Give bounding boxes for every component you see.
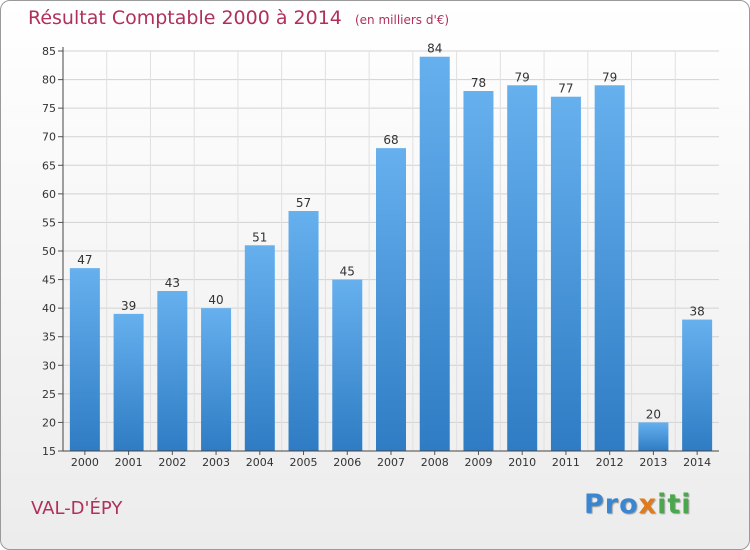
logo-part-1: Pro	[584, 489, 639, 520]
logo-part-3: iti	[657, 489, 692, 520]
y-tick-label: 35	[42, 331, 56, 344]
data-label-2004: 51	[252, 230, 267, 244]
bar-2008	[419, 56, 450, 451]
bar-2009	[463, 91, 494, 451]
bar-2007	[376, 148, 406, 451]
y-tick-label: 80	[42, 74, 56, 87]
x-tick-label-2002: 2002	[158, 456, 186, 469]
y-tick-label: 60	[42, 188, 56, 201]
bar-2012	[594, 85, 625, 452]
x-tick-label-2009: 2009	[464, 456, 492, 469]
y-tick-label: 75	[42, 102, 56, 115]
x-tick-label-2012: 2012	[596, 456, 624, 469]
y-tick-label: 30	[42, 359, 56, 372]
data-label-2007: 68	[383, 133, 398, 147]
data-label-2010: 79	[515, 70, 530, 84]
data-label-2006: 45	[340, 265, 355, 279]
x-tick-label-2011: 2011	[552, 456, 580, 469]
data-label-2013: 20	[646, 407, 661, 421]
bar-2013	[638, 422, 669, 451]
data-label-2009: 78	[471, 76, 486, 90]
logo-part-2: x	[638, 489, 658, 520]
commune-name: VAL-D'ÉPY	[31, 498, 123, 519]
data-label-2003: 40	[208, 293, 223, 307]
data-label-2011: 77	[558, 82, 573, 96]
bar-2014	[682, 319, 713, 451]
bars: 47 39 43 40 51 57 45 68 84 78 79 77 79 20 38	[69, 42, 713, 452]
x-tick-label-2007: 2007	[377, 456, 405, 469]
bar-2011	[550, 96, 581, 451]
x-tick-label-2000: 2000	[71, 456, 99, 469]
y-tick-label: 25	[42, 388, 56, 401]
bar-2001	[113, 313, 144, 451]
x-tick-label-2014: 2014	[683, 456, 711, 469]
data-label-2012: 79	[602, 70, 617, 84]
proxiti-logo: Proxiti	[584, 489, 692, 520]
y-tick-label: 55	[42, 216, 56, 229]
bar-2000	[69, 268, 100, 451]
x-tick-label-2008: 2008	[421, 456, 449, 469]
data-label-2001: 39	[121, 299, 136, 313]
bar-2003	[201, 308, 232, 451]
chart-unit: (en milliers d'€)	[354, 13, 450, 27]
bar-2004	[244, 245, 275, 451]
y-tick-label: 15	[42, 445, 56, 458]
x-tick-label-2010: 2010	[508, 456, 536, 469]
x-tick-label-2005: 2005	[290, 456, 318, 469]
x-tick-label-2003: 2003	[202, 456, 230, 469]
y-tick-label: 65	[42, 159, 56, 172]
x-tick-label-2001: 2001	[115, 456, 143, 469]
y-tick-label: 50	[42, 245, 56, 258]
data-label-2014: 38	[689, 305, 704, 319]
data-label-2005: 57	[296, 196, 311, 210]
x-tick-label-2013: 2013	[639, 456, 667, 469]
y-tick-label: 40	[42, 302, 56, 315]
data-label-2002: 43	[165, 276, 180, 290]
y-tick-label: 70	[42, 131, 56, 144]
axes: 15 20 25 30 35 40 45 50 55 60 65 70 75 80 85 2000 2001 20…	[42, 45, 719, 469]
bar-2005	[288, 211, 319, 451]
x-tick-label-2006: 2006	[333, 456, 361, 469]
chart-title: Résultat Comptable 2000 à 2014 (en milli…	[28, 7, 449, 29]
y-tick-label: 45	[42, 274, 56, 287]
bar-2006	[332, 279, 363, 451]
y-tick-label: 20	[42, 416, 56, 429]
bar-2002	[157, 291, 188, 451]
data-label-2008: 84	[427, 42, 442, 56]
bar-2010	[507, 85, 538, 452]
y-tick-label: 85	[42, 45, 56, 58]
chart-title-main: Résultat Comptable 2000 à 2014	[28, 7, 342, 29]
data-label-2000: 47	[77, 253, 92, 267]
x-tick-label-2004: 2004	[246, 456, 274, 469]
